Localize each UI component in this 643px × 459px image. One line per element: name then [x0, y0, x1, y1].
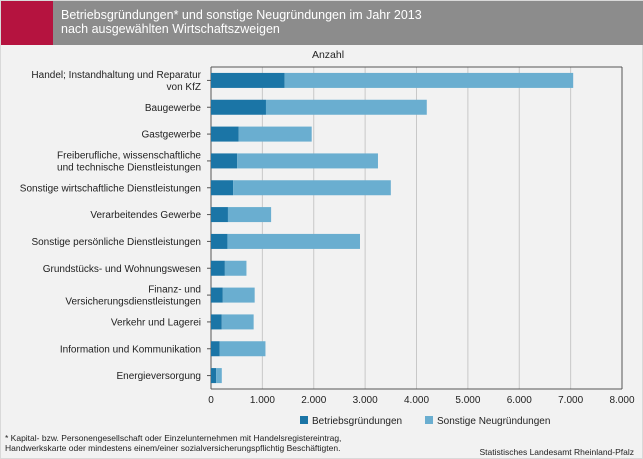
bar-sonstige-neugruendungen — [238, 126, 312, 142]
chart-header: Betriebsgründungen* und sonstige Neugrün… — [1, 1, 643, 45]
category-label: Baugewerbe — [145, 103, 202, 114]
bar-sonstige-neugruendungen — [221, 314, 254, 330]
legend-label-betriebsgruendungen: Betriebsgründungen — [312, 416, 402, 427]
chart-title: Betriebsgründungen* und sonstige Neugrün… — [61, 8, 422, 36]
x-tick-label: 8.000 — [609, 395, 634, 406]
header-accent-block — [1, 1, 53, 45]
bar-sonstige-neugruendungen — [227, 233, 360, 249]
bar-betriebsgruendungen — [211, 341, 220, 357]
x-tick-labels: 0 1.000 2.000 3.000 4.000 5.000 6.000 7.000 8.00… — [208, 395, 635, 406]
bar-sonstige-neugruendungen — [265, 99, 427, 115]
source-credit: Statistisches Landesamt Rheinland-Pfalz — [479, 447, 635, 457]
legend-swatch-sonstige — [425, 416, 433, 424]
bar-betriebsgruendungen — [211, 260, 225, 276]
x-tick-label: 5.000 — [455, 395, 480, 406]
category-labels: Handel; Instandhaltung und Reparaturvon … — [20, 70, 202, 382]
bar-betriebsgruendungen — [211, 287, 223, 303]
category-label: Versicherungsdienstleistungen — [65, 297, 201, 308]
x-axis-label: Anzahl — [312, 49, 344, 61]
legend: Betriebsgründungen Sonstige Neugründungen — [300, 416, 550, 427]
category-label: Grundstücks- und Wohnungswesen — [43, 264, 201, 275]
category-label: Finanz- und — [148, 285, 201, 296]
bar-sonstige-neugruendungen — [222, 287, 255, 303]
bar-betriebsgruendungen — [211, 233, 228, 249]
bar-betriebsgruendungen — [211, 314, 222, 330]
bar-betriebsgruendungen — [211, 207, 228, 223]
x-tick-label: 2.000 — [301, 395, 326, 406]
bar-betriebsgruendungen — [211, 126, 239, 142]
category-label: Energieversorgung — [117, 371, 202, 382]
bars-layer — [211, 72, 574, 384]
bar-sonstige-neugruendungen — [227, 207, 272, 223]
category-label: von KfZ — [167, 82, 201, 93]
bar-betriebsgruendungen — [211, 368, 217, 384]
bar-sonstige-neugruendungen — [284, 72, 574, 88]
bar-sonstige-neugruendungen — [216, 368, 222, 384]
category-label: Freiberufliche, wissenschaftliche — [57, 150, 201, 161]
bar-sonstige-neugruendungen — [237, 153, 378, 169]
legend-swatch-betriebsgruendungen — [300, 416, 308, 424]
bar-sonstige-neugruendungen — [233, 180, 391, 196]
x-tick-label: 4.000 — [404, 395, 429, 406]
bar-betriebsgruendungen — [211, 153, 238, 169]
category-label: Sonstige persönliche Dienstleistungen — [31, 237, 201, 248]
bar-sonstige-neugruendungen — [224, 260, 247, 276]
x-tick-label: 1.000 — [250, 395, 275, 406]
category-label: Verarbeitendes Gewerbe — [90, 210, 201, 221]
x-tick-label: 6.000 — [507, 395, 532, 406]
bar-betriebsgruendungen — [211, 72, 285, 88]
legend-label-sonstige: Sonstige Neugründungen — [437, 416, 550, 427]
bar-betriebsgruendungen — [211, 180, 234, 196]
x-tick-label: 0 — [208, 395, 214, 406]
category-label: Gastgewerbe — [142, 130, 202, 141]
category-label: Information und Kommunikation — [60, 344, 201, 355]
category-label: und technische Dienstleistungen — [57, 162, 201, 173]
bar-sonstige-neugruendungen — [219, 341, 266, 357]
bar-betriebsgruendungen — [211, 99, 266, 115]
category-label: Handel; Instandhaltung und Reparatur — [31, 70, 201, 81]
footnote: * Kapital- bzw. Personengesellschaft ode… — [5, 433, 342, 453]
x-tick-label: 3.000 — [353, 395, 378, 406]
category-label: Verkehr und Lagerei — [111, 317, 201, 328]
category-label: Sonstige wirtschaftliche Dienstleistunge… — [20, 183, 201, 194]
x-tick-label: 7.000 — [558, 395, 583, 406]
grid-layer — [207, 66, 623, 390]
